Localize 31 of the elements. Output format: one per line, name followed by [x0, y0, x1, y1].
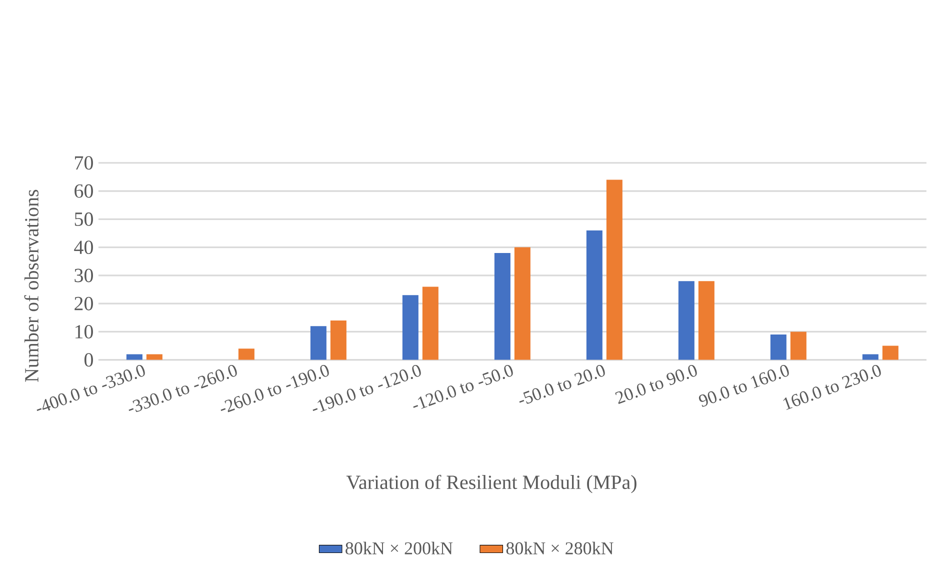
bar — [586, 230, 602, 360]
bar — [790, 332, 806, 360]
bar — [422, 286, 438, 360]
legend-label: 80kN × 280kN — [506, 542, 614, 555]
y-tick-label: 10 — [75, 325, 93, 339]
bar — [146, 354, 162, 360]
y-tick-label: 60 — [74, 184, 93, 198]
y-tick-label: 20 — [74, 297, 93, 311]
bar — [494, 253, 510, 360]
bar — [514, 248, 530, 360]
bar — [606, 180, 622, 360]
x-axis-title: Variation of Resilient Moduli (MPa) — [346, 475, 636, 494]
y-tick-label: 70 — [75, 156, 93, 170]
y-tick-label: 30 — [74, 268, 93, 282]
bar — [402, 295, 418, 360]
y-tick-label: 0 — [84, 353, 93, 367]
bar — [770, 334, 786, 360]
legend-label: 80kN × 200kN — [346, 542, 453, 555]
x-tick-label: -50.0 to 20.0 — [519, 365, 605, 404]
bar — [678, 281, 694, 360]
bar — [862, 354, 878, 360]
bar — [882, 346, 898, 360]
bar — [330, 320, 346, 360]
bar — [698, 281, 714, 360]
y-axis-title: Number of observations — [24, 190, 39, 382]
bar — [238, 348, 254, 360]
y-tick-label: 40 — [74, 240, 93, 254]
x-tick-label: 20.0 to 90.0 — [615, 365, 697, 404]
bar — [126, 354, 142, 360]
y-tick-label: 50 — [74, 212, 93, 226]
bar — [310, 326, 326, 360]
